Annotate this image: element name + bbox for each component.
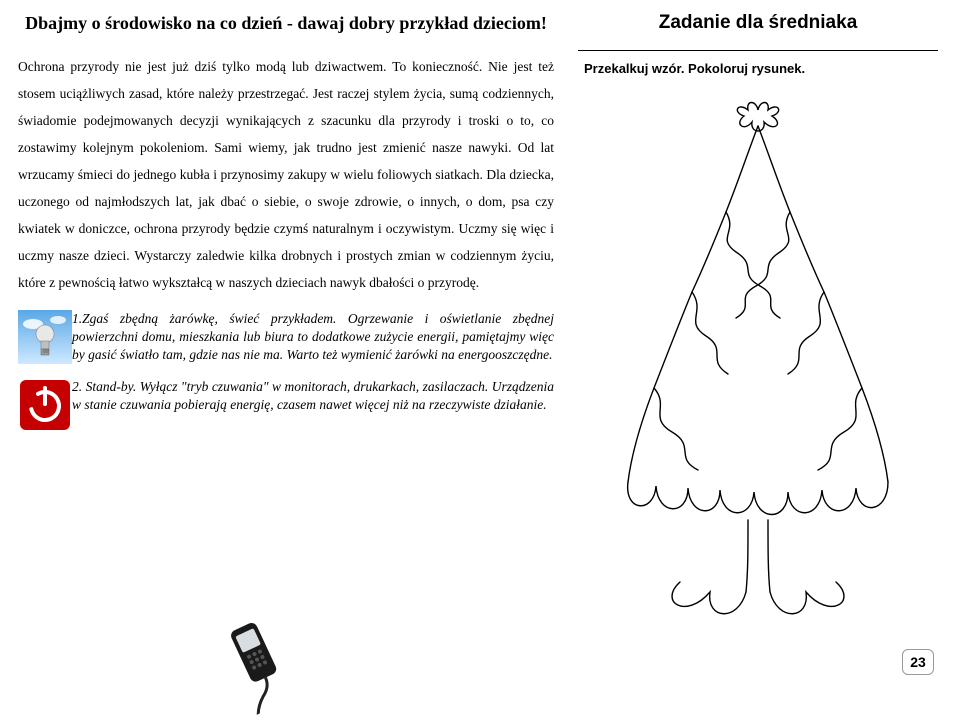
- tip-1-text: 1.Zgaś zbędną żarówkę, świeć przykładem.…: [72, 310, 554, 365]
- tip-2: 2. Stand-by. Wyłącz "tryb czuwania" w mo…: [18, 378, 554, 432]
- worksheet: Przekalkuj wzór. Pokoloruj rysunek.: [578, 50, 938, 632]
- task-title: Zadanie dla średniaka: [578, 12, 938, 34]
- power-icon: [18, 378, 72, 432]
- tree-drawing: [588, 82, 928, 632]
- tip-2-text: 2. Stand-by. Wyłącz "tryb czuwania" w mo…: [72, 378, 554, 432]
- article-body: Ochrona przyrody nie jest już dziś tylko…: [18, 53, 554, 296]
- tip-1: 1.Zgaś zbędną żarówkę, świeć przykładem.…: [18, 310, 554, 365]
- phone-icon: [215, 610, 310, 721]
- right-column: Zadanie dla średniaka Przekalkuj wzór. P…: [578, 12, 938, 681]
- page-number: 23: [902, 649, 934, 675]
- article-title: Dbajmy o środowisko na co dzień - dawaj …: [18, 12, 554, 35]
- left-column: Dbajmy o środowisko na co dzień - dawaj …: [18, 12, 578, 681]
- worksheet-instruction: Przekalkuj wzór. Pokoloruj rysunek.: [584, 61, 938, 76]
- lightbulb-icon: [18, 310, 72, 364]
